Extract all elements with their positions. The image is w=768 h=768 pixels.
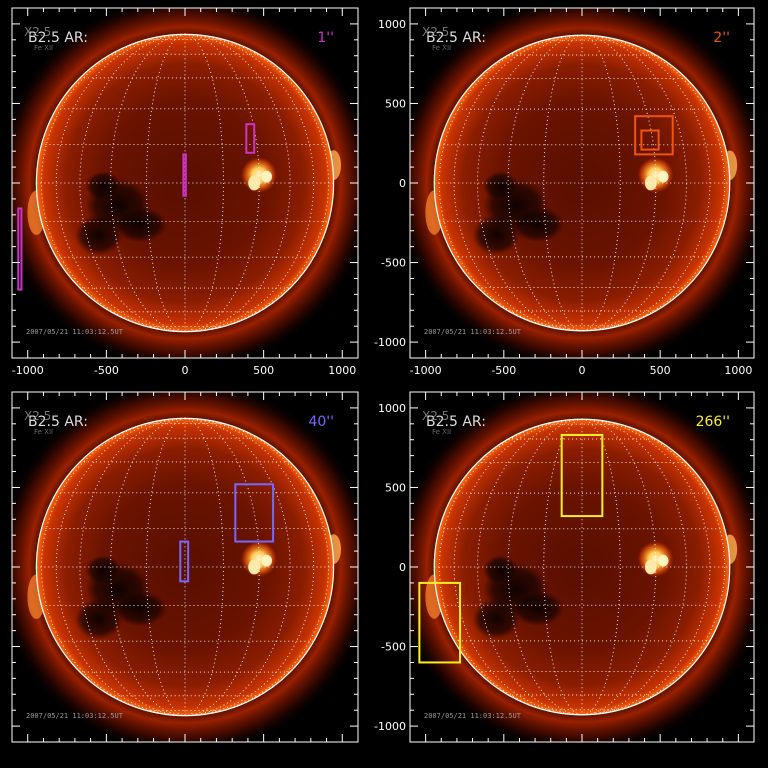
y-tick-label: 1000 bbox=[378, 402, 406, 415]
x-tick-label: -500 bbox=[94, 364, 119, 377]
active-region-core bbox=[248, 559, 261, 575]
fov-rectangle bbox=[234, 483, 275, 543]
scale-label: 40'' bbox=[308, 414, 334, 430]
panel-subsubtitle: Fe XII bbox=[432, 428, 451, 436]
fov-rectangle bbox=[245, 123, 256, 154]
scale-label: 2'' bbox=[713, 30, 730, 46]
panel-title: B2.5 AR: bbox=[28, 414, 88, 430]
active-region-core bbox=[658, 170, 669, 183]
solar-limb bbox=[433, 34, 731, 332]
solar-limb bbox=[35, 417, 335, 717]
coronal-hole bbox=[75, 598, 123, 640]
coronal-hole bbox=[482, 171, 519, 201]
timestamp: 2007/05/21 11:03:12.5UT bbox=[424, 328, 522, 336]
panel-subtitle: X2.5 bbox=[24, 25, 51, 39]
x-tick-label: 500 bbox=[650, 364, 671, 377]
y-tick-label: -500 bbox=[381, 257, 406, 270]
fov-rectangle bbox=[418, 581, 462, 664]
panel-bottom-left: B2.5 AR:X2.5 Fe XII 40'' 2007/05/21 11:03:1… bbox=[11, 391, 359, 743]
solar-disk bbox=[434, 419, 730, 715]
timestamp: 2007/05/21 11:03:12.5UT bbox=[424, 712, 522, 720]
coronal-hole bbox=[113, 590, 168, 627]
coronal-hole bbox=[511, 206, 565, 243]
coronal-hole bbox=[85, 171, 122, 201]
panel-subsubtitle: Fe XII bbox=[432, 44, 451, 52]
panel-subtitle: X2.5 bbox=[422, 409, 449, 423]
axis-ticks bbox=[410, 392, 754, 742]
y-tick-label: 0 bbox=[399, 177, 406, 190]
panel-subtitle: X2.5 bbox=[24, 409, 51, 423]
fov-rectangle bbox=[182, 153, 187, 197]
y-tick-label: 1000 bbox=[378, 18, 406, 31]
scale-label: 266'' bbox=[696, 414, 730, 430]
heliographic-grid bbox=[36, 417, 334, 717]
coronal-hole bbox=[482, 555, 519, 585]
x-tick-label: 0 bbox=[182, 364, 189, 377]
x-tick-label: -500 bbox=[491, 364, 516, 377]
panel-subtitle: X2.5 bbox=[422, 25, 449, 39]
active-region-core bbox=[658, 554, 669, 567]
scale-label: 1'' bbox=[317, 30, 334, 46]
x-tick-label: -1000 bbox=[12, 364, 44, 377]
panel-title: B2.5 AR: bbox=[28, 30, 88, 46]
panel-top-left: B2.5 AR:X2.5 Fe XII 1'' 2007/05/21 11:03:12… bbox=[11, 7, 359, 377]
axis-ticks bbox=[12, 392, 358, 742]
panel-subsubtitle: Fe XII bbox=[34, 44, 53, 52]
coronal-hole bbox=[75, 214, 123, 256]
fov-rectangle bbox=[634, 115, 674, 156]
y-tick-label: 0 bbox=[399, 561, 406, 574]
x-tick-label: 0 bbox=[579, 364, 586, 377]
y-tick-label: -1000 bbox=[374, 720, 406, 733]
panel-subsubtitle: Fe XII bbox=[34, 428, 53, 436]
coronal-hole bbox=[113, 206, 168, 243]
fov-rectangle bbox=[560, 433, 604, 518]
x-tick-label: 500 bbox=[253, 364, 274, 377]
x-tick-label: -1000 bbox=[410, 364, 442, 377]
solar-limb bbox=[35, 33, 335, 333]
active-region-core bbox=[248, 175, 261, 191]
fov-rectangle bbox=[17, 207, 23, 291]
fov-rectangle bbox=[640, 129, 660, 151]
panel-title: B2.5 AR: bbox=[426, 30, 486, 46]
panel-top-right: B2.5 AR:X2.5 Fe XII 2'' 2007/05/21 11:03:12… bbox=[374, 7, 755, 377]
y-tick-label: -500 bbox=[381, 641, 406, 654]
axis-ticks bbox=[12, 8, 358, 358]
heliographic-grid bbox=[434, 418, 730, 716]
coronal-hole bbox=[472, 214, 520, 256]
y-tick-label: -1000 bbox=[374, 336, 406, 349]
y-tick-label: 500 bbox=[385, 481, 406, 494]
solar-disk bbox=[434, 35, 730, 331]
x-tick-label: 1000 bbox=[724, 364, 752, 377]
panel-bottom-right: B2.5 AR:X2.5 Fe XII 266'' 2007/05/21 11:03:… bbox=[374, 391, 755, 743]
active-region-core bbox=[261, 554, 272, 567]
fov-rectangle bbox=[179, 540, 190, 583]
timestamp: 2007/05/21 11:03:12.5UT bbox=[26, 328, 124, 336]
timestamp: 2007/05/21 11:03:12.5UT bbox=[26, 712, 124, 720]
heliographic-grid bbox=[434, 34, 730, 332]
active-region-core bbox=[261, 170, 272, 183]
coronal-hole bbox=[472, 598, 520, 640]
panel-title: B2.5 AR: bbox=[426, 414, 486, 430]
x-tick-label: 1000 bbox=[328, 364, 356, 377]
coronal-hole bbox=[511, 590, 565, 627]
y-tick-label: 500 bbox=[385, 97, 406, 110]
coronal-hole bbox=[85, 555, 122, 585]
axis-ticks bbox=[410, 8, 754, 358]
solar-limb bbox=[433, 418, 731, 716]
